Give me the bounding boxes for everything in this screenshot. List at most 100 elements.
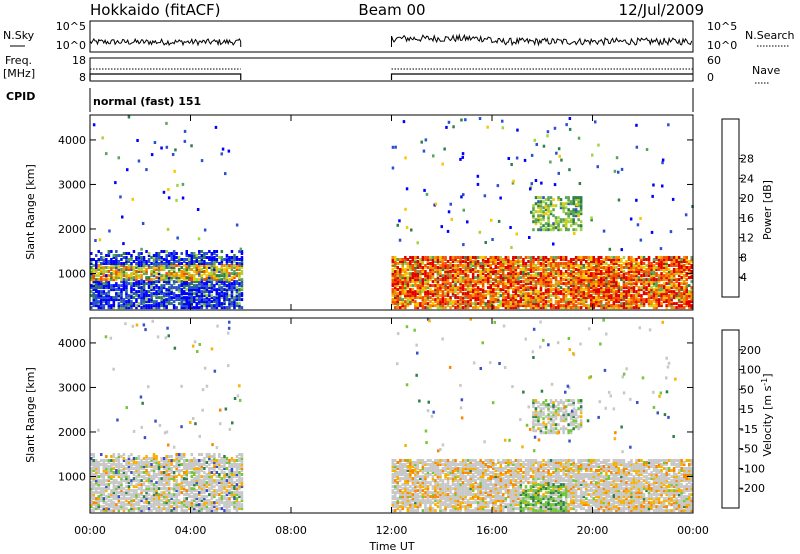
heatmap-cell: [421, 260, 425, 263]
heatmap-cell: [539, 278, 543, 282]
heatmap-cell: [527, 256, 530, 259]
heatmap-cell: [635, 298, 638, 302]
heatmap-cell: [120, 469, 123, 472]
heatmap-cell: [509, 304, 513, 308]
heatmap-cell: [127, 503, 131, 507]
heatmap-cell: [544, 304, 548, 308]
heatmap-cell: [177, 485, 181, 489]
heatmap-cell: [409, 268, 412, 271]
heatmap-cell: [112, 306, 116, 310]
heatmap-cell: [102, 467, 106, 470]
heatmap-cell: [142, 467, 146, 470]
heatmap-cell: [494, 292, 497, 296]
heatmap-cell: [685, 290, 688, 294]
heatmap-cell: [125, 276, 128, 280]
heatmap-cell: [135, 457, 138, 460]
heatmap-cell: [547, 288, 550, 292]
heatmap-cell: [569, 210, 573, 214]
heatmap-cell: [107, 469, 111, 472]
heatmap-cell: [90, 489, 93, 493]
heatmap-cell: [107, 262, 111, 265]
heatmap-cell: [172, 258, 176, 261]
heatmap-cell: [672, 270, 676, 273]
heatmap-cell: [233, 258, 236, 261]
heatmap-cell: [137, 258, 141, 261]
heatmap-cell: [546, 134, 549, 138]
heatmap-cell: [444, 262, 447, 265]
heatmap-cell: [208, 300, 211, 304]
heatmap-cell: [150, 475, 153, 479]
heatmap-cell: [398, 219, 401, 223]
heatmap-cell: [97, 505, 100, 509]
heatmap-cell: [635, 304, 638, 308]
heatmap-cell: [645, 282, 648, 286]
heatmap-cell: [517, 274, 520, 278]
heatmap-cell: [512, 268, 515, 271]
heatmap-cell: [572, 276, 575, 280]
heatmap-cell: [532, 266, 535, 269]
heatmap-cell: [122, 282, 126, 286]
heatmap-cell: [436, 260, 440, 263]
heatmap-cell: [469, 304, 472, 308]
heatmap-cell: [223, 296, 226, 300]
heatmap-cell: [172, 471, 176, 474]
heatmap-cell: [162, 477, 166, 481]
heatmap-cell: [509, 270, 513, 273]
heatmap-cell: [640, 260, 643, 263]
heatmap-cell: [547, 296, 550, 300]
heatmap-cell: [574, 278, 578, 282]
heatmap-cell: [667, 274, 671, 278]
heatmap-cell: [167, 477, 171, 481]
heatmap-cell: [549, 278, 553, 282]
heatmap-cell: [600, 276, 603, 280]
heatmap-cell: [112, 284, 116, 288]
heatmap-cell: [645, 264, 648, 267]
heatmap-cell: [680, 282, 683, 286]
heatmap-cell: [177, 501, 181, 505]
heatmap-cell: [461, 266, 465, 269]
heatmap-cell: [120, 254, 123, 257]
heatmap-cell: [522, 268, 525, 271]
heatmap-cell: [127, 481, 131, 485]
heatmap-cell: [567, 216, 570, 220]
heatmap-cell: [657, 262, 661, 265]
heatmap-cell: [165, 471, 168, 474]
heatmap-cell: [590, 300, 593, 304]
heatmap-cell: [142, 501, 146, 505]
heatmap-cell: [205, 262, 209, 265]
heatmap-cell: [411, 298, 415, 302]
heatmap-cell: [675, 258, 678, 261]
heatmap-cell: [524, 270, 528, 273]
heatmap-cell: [582, 256, 585, 259]
heatmap-cell: [562, 274, 565, 278]
heatmap-cell: [489, 288, 492, 292]
heatmap-cell: [607, 292, 611, 296]
heatmap-cell: [587, 290, 590, 294]
heatmap-cell: [162, 266, 166, 269]
heatmap-cell: [439, 300, 442, 304]
heatmap-cell: [235, 302, 239, 306]
heatmap-cell: [443, 147, 446, 151]
heatmap-cell: [605, 292, 608, 296]
heatmap-cell: [213, 276, 216, 280]
heatmap-cell: [487, 290, 490, 294]
heatmap-cell: [150, 294, 153, 298]
heatmap-cell: [130, 300, 133, 304]
heatmap-cell: [203, 286, 206, 290]
heatmap-cell: [476, 256, 480, 259]
heatmap-cell: [100, 290, 103, 294]
heatmap-cell: [145, 501, 148, 505]
heatmap-cell: [544, 226, 548, 230]
heatmap-cell: [683, 274, 686, 278]
heatmap-cell: [107, 304, 111, 308]
heatmap-cell: [537, 296, 540, 300]
heatmap-cell: [522, 280, 525, 284]
heatmap-cell: [95, 286, 98, 290]
heatmap-cell: [532, 280, 535, 284]
heatmap-cell: [542, 278, 545, 282]
heatmap-cell: [183, 272, 186, 276]
heatmap-cell: [456, 288, 460, 292]
heatmap-cell: [672, 284, 676, 288]
heatmap-cell: [577, 302, 580, 306]
heatmap-cell: [95, 467, 98, 470]
